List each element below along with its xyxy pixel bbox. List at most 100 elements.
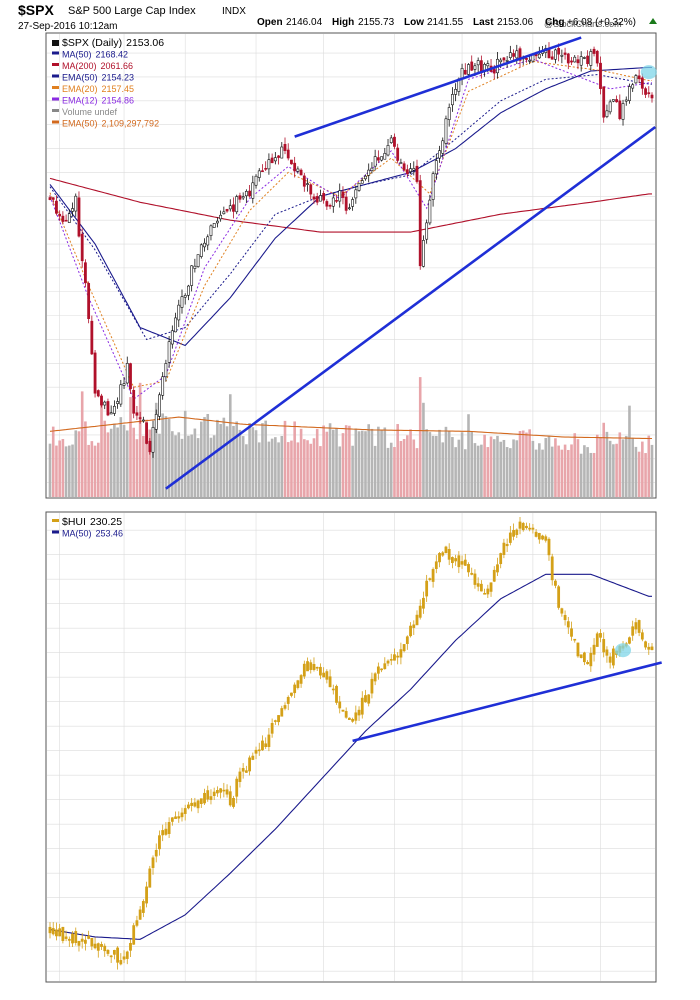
candle-body	[129, 363, 132, 390]
volume-bar	[303, 439, 306, 497]
volume-bar	[290, 440, 293, 497]
candle-body	[547, 538, 551, 556]
candle-body	[100, 395, 103, 406]
candle-body	[438, 150, 441, 159]
volume-bar	[618, 432, 622, 497]
candle-body	[644, 641, 647, 648]
candle-body	[347, 207, 351, 210]
symbol-title: $SPX	[18, 2, 54, 18]
candle-body	[592, 644, 596, 655]
legend-swatch	[52, 74, 59, 78]
candle-body	[309, 662, 313, 670]
candle-body	[151, 857, 155, 868]
candle-body	[409, 168, 412, 172]
volume-bar	[267, 441, 271, 497]
candle-body	[335, 200, 338, 202]
candle-body	[154, 414, 158, 430]
candle-body	[489, 582, 493, 592]
candle-body	[531, 54, 535, 62]
watermark: @StockCharts.com	[544, 19, 622, 29]
ema20-line	[49, 60, 652, 388]
candle-body	[58, 213, 62, 217]
candle-body	[129, 942, 132, 951]
candle-body	[518, 48, 522, 61]
volume-bar	[222, 417, 226, 497]
volume-bar	[425, 429, 428, 497]
candle-body	[80, 233, 84, 262]
last-label: Last	[473, 17, 494, 28]
candle-body	[479, 60, 483, 72]
candle-body	[251, 182, 255, 199]
candle-body	[64, 219, 68, 222]
volume-bar	[418, 377, 422, 497]
volume-bar	[203, 417, 206, 497]
datetime-label: 27-Sep-2016 10:12am	[18, 21, 118, 32]
volume-bar	[148, 429, 152, 497]
candle-body	[61, 215, 65, 222]
volume-bar	[245, 444, 248, 497]
volume-bar	[299, 428, 303, 497]
volume-bar	[592, 452, 596, 497]
candle-body	[67, 213, 71, 223]
candle-body	[293, 684, 297, 694]
candle-body	[331, 688, 335, 691]
candle-body	[360, 180, 364, 184]
volume-bar	[641, 441, 644, 497]
candle-body	[154, 849, 158, 857]
volume-bar	[319, 446, 322, 497]
volume-bar	[354, 428, 358, 497]
candle-body	[61, 926, 65, 941]
candle-body	[174, 816, 177, 819]
candle-body	[325, 671, 329, 680]
candle-body	[344, 196, 348, 211]
volume-bar	[158, 433, 161, 497]
volume-bar	[348, 425, 351, 497]
legend-label: EMA(50)	[62, 119, 98, 129]
legend-value: 253.46	[96, 529, 124, 539]
candle-body	[582, 57, 586, 59]
volume-bar	[171, 431, 174, 497]
volume-bar	[457, 439, 461, 497]
volume-bar	[125, 430, 129, 497]
volume-bar	[77, 431, 81, 497]
candle-body	[244, 770, 248, 773]
candle-body	[306, 661, 309, 672]
volume-bar	[534, 449, 538, 497]
volume-bar	[274, 437, 277, 497]
candle-body	[360, 697, 364, 715]
candle-body	[51, 197, 55, 200]
candle-body	[212, 791, 216, 797]
candle-body	[399, 649, 403, 658]
candle-body	[544, 536, 548, 541]
candle-body	[576, 59, 580, 64]
candle-body	[48, 197, 52, 200]
candle-body	[264, 168, 268, 170]
candle-body	[148, 868, 152, 888]
volume-bar	[541, 449, 544, 497]
candle-body	[270, 723, 274, 734]
candle-body	[605, 649, 609, 656]
highlight-marker	[615, 643, 632, 658]
candle-body	[170, 817, 174, 822]
candle-body	[141, 419, 145, 422]
candle-body	[557, 586, 561, 608]
candle-body	[273, 157, 277, 162]
candle-body	[592, 48, 596, 54]
volume-bar	[196, 438, 200, 497]
candle-body	[647, 92, 651, 95]
volume-bar	[650, 444, 654, 497]
candle-body	[463, 559, 467, 566]
volume-bar	[306, 440, 309, 497]
legend-swatch	[52, 51, 59, 55]
volume-bar	[615, 443, 618, 497]
volume-bar	[428, 432, 432, 497]
legend-label: EMA(20)	[62, 84, 98, 94]
volume-bar	[621, 439, 625, 497]
candle-body	[222, 789, 226, 792]
volume-bar	[209, 437, 213, 497]
candle-body	[190, 802, 194, 806]
candle-body	[302, 663, 306, 677]
candle-body	[183, 808, 187, 814]
candle-body	[589, 652, 593, 667]
candle-body	[277, 715, 280, 723]
